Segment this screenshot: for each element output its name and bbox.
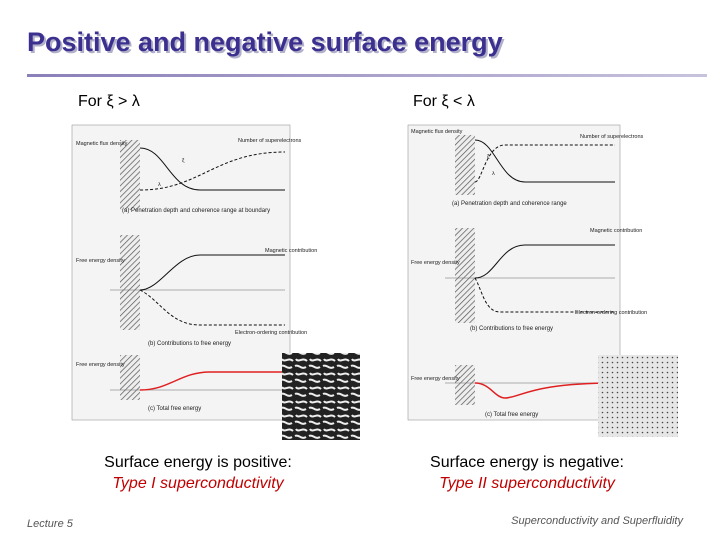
label: (c) Total free energy — [148, 406, 201, 412]
label: ξ — [182, 158, 185, 164]
label: Free energy density — [76, 362, 125, 368]
label: Free energy density — [411, 260, 460, 266]
label: λ — [158, 182, 161, 188]
hatch — [120, 140, 140, 210]
label: Magnetic contribution — [590, 228, 642, 234]
label: (a) Penetration depth and coherence rang… — [452, 201, 567, 207]
figure: Magnetic flux density Number of superele… — [407, 124, 647, 421]
hatch — [120, 235, 140, 330]
total-curve — [474, 382, 616, 399]
electron-curve — [474, 144, 615, 183]
figure-frame — [71, 124, 291, 421]
label: Magnetic flux density — [411, 129, 463, 135]
subcaption: Type I superconductivity — [112, 475, 284, 492]
micrograph — [282, 353, 360, 440]
electron-curve — [139, 151, 286, 191]
title: Positive and negative surface energy — [27, 27, 503, 57]
label: Number of superelectrons — [580, 134, 644, 140]
hatch — [120, 355, 140, 400]
micrograph — [598, 355, 678, 437]
footer-left: Lecture 5 — [27, 518, 74, 530]
flux-curve — [139, 147, 285, 191]
hatch — [455, 135, 475, 195]
title-rule — [27, 74, 707, 77]
label: Magnetic flux density — [76, 141, 128, 147]
ordering-curve — [474, 277, 615, 313]
label: (b) Contributions to free energy — [148, 341, 231, 347]
label: (b) Contributions to free energy — [470, 326, 553, 332]
label: Electron-ordering contribution — [235, 330, 307, 336]
panel-heading: For ξ > λ — [78, 93, 140, 110]
label: λ — [492, 171, 495, 177]
subcaption: Type II superconductivity — [439, 475, 616, 492]
caption: Surface energy is negative: — [430, 454, 624, 471]
caption: Surface energy is positive: — [104, 454, 292, 471]
label: Free energy density — [411, 376, 460, 382]
label: (a) Penetration depth and coherence rang… — [122, 208, 270, 214]
ordering-curve — [139, 289, 285, 326]
label: Magnetic contribution — [265, 248, 317, 254]
hatch — [455, 228, 475, 323]
label: Free energy density — [76, 258, 125, 264]
flux-curve — [474, 139, 615, 183]
footer-right: Superconductivity and Superfluidity — [511, 515, 684, 527]
magnetic-curve — [139, 254, 285, 291]
label: ξ — [487, 154, 490, 160]
total-curve — [139, 371, 285, 391]
figure: Magnetic flux density Number of superele… — [71, 124, 317, 421]
magnetic-curve — [474, 244, 615, 279]
title-shadow: Positive and negative surface energy — [29, 29, 505, 59]
figure-frame — [407, 124, 621, 421]
label: Number of superelectrons — [238, 138, 302, 144]
label: Electron-ordering contribution — [575, 310, 647, 316]
label: (c) Total free energy — [485, 412, 538, 418]
panel-heading: For ξ < λ — [413, 93, 475, 110]
hatch — [455, 365, 475, 405]
